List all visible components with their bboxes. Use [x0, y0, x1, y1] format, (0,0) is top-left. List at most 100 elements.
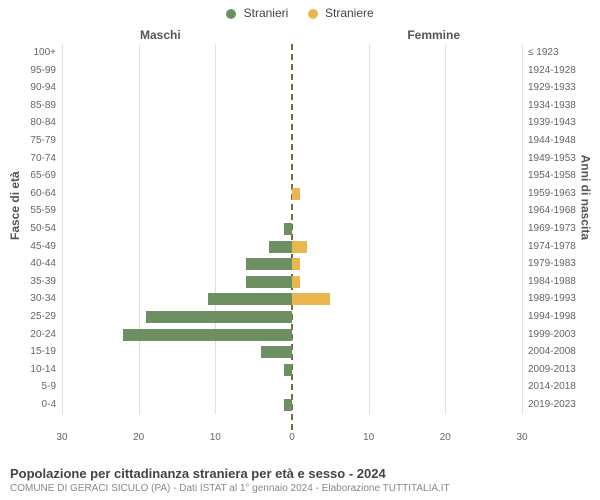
age-label: 5-9 [6, 378, 62, 396]
legend-item-female: Straniere [308, 6, 374, 20]
chart-footer: Popolazione per cittadinanza straniera p… [10, 466, 590, 494]
cohort-label: 1979-1983 [522, 255, 594, 273]
age-label: 70-74 [6, 150, 62, 168]
cohort-label: 1994-1998 [522, 308, 594, 326]
bar-male [123, 329, 292, 341]
cohort-label: 1959-1963 [522, 185, 594, 203]
age-row: 30-341989-1993 [62, 290, 522, 308]
age-label: 35-39 [6, 273, 62, 291]
legend-swatch-male [226, 9, 236, 19]
age-label: 75-79 [6, 132, 62, 150]
age-label: 90-94 [6, 79, 62, 97]
bar-male [261, 346, 292, 358]
cohort-label: 1999-2003 [522, 326, 594, 344]
header-female: Femmine [407, 28, 460, 42]
bar-male [246, 258, 292, 270]
cohort-label: 1989-1993 [522, 290, 594, 308]
legend-label-female: Straniere [325, 6, 374, 20]
age-row: 0-42019-2023 [62, 396, 522, 414]
age-row: 60-641959-1963 [62, 185, 522, 203]
age-row: 65-691954-1958 [62, 167, 522, 185]
age-row: 20-241999-2003 [62, 326, 522, 344]
cohort-label: 2004-2008 [522, 343, 594, 361]
x-tick-label: 0 [289, 432, 295, 443]
bar-female [292, 258, 300, 270]
age-label: 60-64 [6, 185, 62, 203]
x-tick-label: 10 [363, 432, 374, 443]
age-row: 25-291994-1998 [62, 308, 522, 326]
cohort-label: 1939-1943 [522, 114, 594, 132]
cohort-label: 1964-1968 [522, 202, 594, 220]
age-row: 45-491974-1978 [62, 238, 522, 256]
bar-female [292, 276, 300, 288]
cohort-label: 1949-1953 [522, 150, 594, 168]
age-label: 30-34 [6, 290, 62, 308]
age-row: 5-92014-2018 [62, 378, 522, 396]
age-row: 75-791944-1948 [62, 132, 522, 150]
chart-legend: Stranieri Straniere [0, 6, 600, 20]
age-label: 40-44 [6, 255, 62, 273]
age-row: 85-891934-1938 [62, 97, 522, 115]
age-row: 15-192004-2008 [62, 343, 522, 361]
age-row: 90-941929-1933 [62, 79, 522, 97]
x-axis: 3020100102030 [62, 432, 522, 448]
chart-title: Popolazione per cittadinanza straniera p… [10, 466, 590, 481]
age-row: 50-541969-1973 [62, 220, 522, 238]
bar-female [292, 188, 300, 200]
age-label: 80-84 [6, 114, 62, 132]
age-label: 15-19 [6, 343, 62, 361]
bar-male [269, 241, 292, 253]
age-label: 20-24 [6, 326, 62, 344]
bar-female [292, 293, 330, 305]
age-row: 70-741949-1953 [62, 150, 522, 168]
bar-female [292, 241, 307, 253]
cohort-label: 1944-1948 [522, 132, 594, 150]
bar-male [284, 223, 292, 235]
bar-male [284, 399, 292, 411]
cohort-label: 1954-1958 [522, 167, 594, 185]
age-label: 0-4 [6, 396, 62, 414]
age-row: 100+≤ 1923 [62, 44, 522, 62]
age-label: 65-69 [6, 167, 62, 185]
age-row: 80-841939-1943 [62, 114, 522, 132]
bar-male [208, 293, 292, 305]
age-label: 10-14 [6, 361, 62, 379]
age-label: 95-99 [6, 62, 62, 80]
x-tick-label: 10 [210, 432, 221, 443]
age-label: 100+ [6, 44, 62, 62]
age-row: 35-391984-1988 [62, 273, 522, 291]
cohort-label: 2019-2023 [522, 396, 594, 414]
cohort-label: 1924-1928 [522, 62, 594, 80]
plot-area: 100+≤ 192395-991924-192890-941929-193385… [62, 44, 522, 430]
x-tick-label: 20 [440, 432, 451, 443]
cohort-label: 1969-1973 [522, 220, 594, 238]
cohort-label: 1934-1938 [522, 97, 594, 115]
age-row: 55-591964-1968 [62, 202, 522, 220]
age-row: 40-441979-1983 [62, 255, 522, 273]
age-label: 25-29 [6, 308, 62, 326]
cohort-label: 1929-1933 [522, 79, 594, 97]
age-label: 45-49 [6, 238, 62, 256]
header-male: Maschi [140, 28, 181, 42]
bar-male [284, 364, 292, 376]
population-pyramid-chart: Stranieri Straniere Maschi Femmine Fasce… [0, 0, 600, 500]
age-row: 10-142009-2013 [62, 361, 522, 379]
cohort-label: 1974-1978 [522, 238, 594, 256]
legend-item-male: Stranieri [226, 6, 288, 20]
x-tick-label: 30 [516, 432, 527, 443]
age-label: 50-54 [6, 220, 62, 238]
x-tick-label: 20 [133, 432, 144, 443]
chart-source: COMUNE DI GERACI SICULO (PA) - Dati ISTA… [10, 483, 590, 494]
cohort-label: 2014-2018 [522, 378, 594, 396]
x-tick-label: 30 [56, 432, 67, 443]
legend-swatch-female [308, 9, 318, 19]
age-label: 85-89 [6, 97, 62, 115]
cohort-label: ≤ 1923 [522, 44, 594, 62]
age-label: 55-59 [6, 202, 62, 220]
legend-label-male: Stranieri [244, 6, 289, 20]
bar-male [246, 276, 292, 288]
cohort-label: 1984-1988 [522, 273, 594, 291]
cohort-label: 2009-2013 [522, 361, 594, 379]
age-row: 95-991924-1928 [62, 62, 522, 80]
bar-male [146, 311, 292, 323]
